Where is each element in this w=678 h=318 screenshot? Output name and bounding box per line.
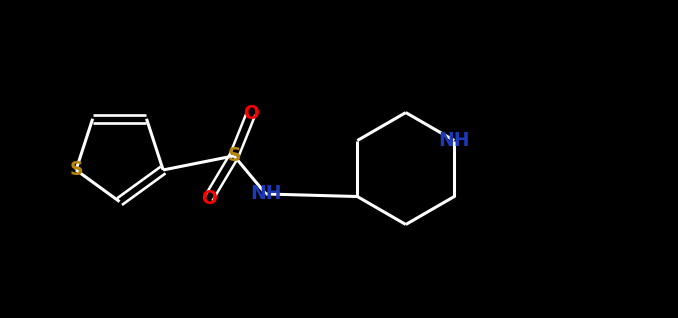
Text: O: O <box>201 189 216 208</box>
Text: NH: NH <box>250 184 281 204</box>
Text: O: O <box>243 104 259 123</box>
Text: NH: NH <box>439 131 470 150</box>
Text: S: S <box>69 161 83 179</box>
Text: S: S <box>227 146 241 165</box>
